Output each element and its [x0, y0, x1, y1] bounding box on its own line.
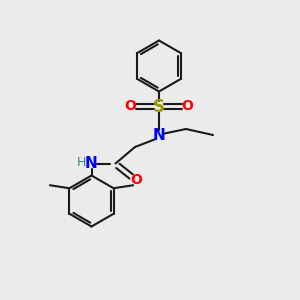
- Text: O: O: [130, 173, 142, 187]
- Text: H: H: [76, 155, 86, 169]
- Text: O: O: [124, 100, 136, 113]
- Text: N: N: [153, 128, 165, 142]
- Text: N: N: [85, 156, 98, 171]
- Text: O: O: [182, 100, 194, 113]
- Text: S: S: [153, 98, 165, 116]
